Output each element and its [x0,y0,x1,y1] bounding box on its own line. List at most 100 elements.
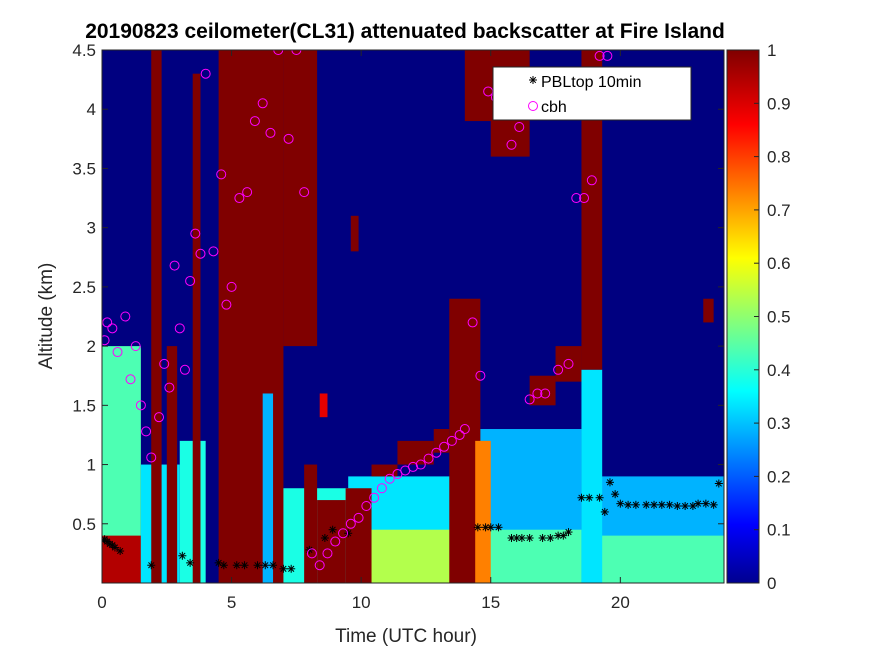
series-markers [102,50,723,573]
heatmap-cell-19 [317,500,346,583]
pbltop-point-22 [344,529,353,538]
heatmap-cell-20 [345,488,372,583]
cbh-point-8 [141,426,152,437]
heatmap-cell-12 [151,50,162,583]
pbltop-point-44 [631,500,640,509]
pbltop-point-8 [178,551,187,560]
cbh-point-18 [195,248,206,259]
pbltop-point-50 [681,502,690,511]
heatmap-cell-13 [166,346,178,583]
cbh-point-37 [338,528,349,539]
cbh-point-38 [345,518,356,529]
cbh-point-67 [579,193,590,204]
pbltop-point-54 [709,500,718,509]
y-tick-label-4: 2.5 [72,278,96,297]
pbltop-point-52 [694,499,703,508]
heatmap-cell-31 [581,369,603,583]
y-tick-label-3: 2 [87,337,96,356]
cbh-point-59 [506,139,517,150]
cbh-point-16 [185,275,196,286]
pbltop-point-47 [657,500,666,509]
heatmap-cell-25 [475,440,491,583]
cbh-point-19 [200,68,211,79]
cbh-point-60 [514,121,525,132]
plot-frame [101,49,725,584]
colorbar-tick-label-10: 1 [767,41,776,60]
pbltop-point-6 [116,547,125,556]
pbltop-point-41 [611,490,620,499]
cbh-point-43 [384,473,395,484]
pbltop-point-7 [147,561,156,570]
heatmap-cell-21 [371,464,398,477]
colorbar-tick-label-0: 0 [767,574,776,593]
x-tick-label-1: 5 [227,593,236,612]
pbltop-point-21 [328,525,337,534]
y-tick-label-2: 1.5 [72,396,96,415]
x-tick-label-4: 20 [611,593,630,612]
cbh-point-28 [265,127,276,138]
chart-title: 20190823 ceilometer(CL31) attenuated bac… [85,20,725,43]
colorbar-tick-label-7: 0.7 [767,201,791,220]
pbltop-point-20 [320,533,329,542]
heatmap-cell-34 [703,298,714,323]
pbltop-point-42 [616,499,625,508]
cbh-point-55 [475,370,486,381]
cbh-point-70 [602,50,613,61]
cbh-point-36 [330,536,341,547]
pbltop-point-17 [279,564,288,573]
cbh-point-52 [454,429,465,440]
heatmap-cell-29 [555,346,582,382]
cbh-point-64 [553,364,564,375]
colorbar-tick-label-3: 0.3 [767,414,791,433]
colorbar-tick-label-6: 0.6 [767,254,791,273]
pbltop-point-43 [624,500,633,509]
cbh-point-6 [130,341,141,352]
asterisk-marker-icon [529,76,537,84]
cbh-point-15 [179,364,190,375]
x-tick-label-3: 15 [481,593,500,612]
cbh-point-25 [242,187,253,198]
cbh-point-34 [314,560,325,571]
cbh-point-61 [524,394,535,405]
cbh-point-31 [291,50,302,55]
cbh-point-7 [135,400,146,411]
cbh-point-47 [415,459,426,470]
pbltop-point-30 [525,533,534,542]
colorbar-ticks: 0 0.1 0.2 0.3 0.4 0.5 0.6 0.7 0.8 0.9 1 [754,41,791,593]
x-tick-label-2: 10 [352,593,371,612]
cbh-point-4 [120,311,131,322]
pbltop-point-34 [559,531,568,540]
y-tick-label-7: 4 [87,100,96,119]
pbltop-point-14 [253,561,262,570]
cbh-point-27 [257,98,268,109]
cbh-point-33 [306,548,317,559]
heatmap-cell-30 [581,50,603,370]
y-tick-label-5: 3 [87,219,96,238]
cbh-point-21 [216,169,227,180]
pbltop-point-5 [110,543,119,552]
y-tick-label-6: 3.5 [72,159,96,178]
pbltop-point-53 [701,499,710,508]
pbltop-point-38 [595,493,604,502]
cbh-point-63 [540,388,551,399]
x-axis: 0 5 10 15 20 [97,50,630,612]
heatmap-cell-17 [283,50,318,347]
y-tick-label-8: 4.5 [72,41,96,60]
colorbar-tick-label-2: 0.2 [767,467,791,486]
cbh-point-14 [174,323,185,334]
cbh-point-12 [164,382,175,393]
heatmap-cell-23 [433,429,450,453]
pbltop-point-45 [642,500,651,509]
cbh-point-17 [190,228,201,239]
cbh-point-9 [146,452,157,463]
heatmap-cell-33 [319,393,328,418]
x-axis-label: Time (UTC hour) [335,626,477,647]
cbh-point-1 [102,317,113,328]
pbltop-point-15 [261,561,270,570]
colorbar-tick-label-4: 0.4 [767,361,791,380]
pbltop-point-18 [287,564,296,573]
cbh-point-54 [467,317,478,328]
cbh-point-50 [439,441,450,452]
cbh-point-0 [102,335,110,346]
